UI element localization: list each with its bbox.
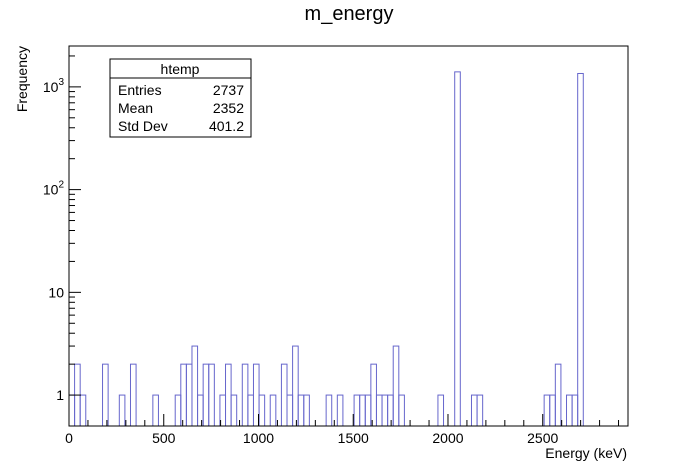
stats-stddev-value: 401.2: [209, 118, 244, 134]
x-tick-label: 0: [65, 430, 73, 446]
stats-mean-label: Mean: [118, 100, 153, 116]
x-tick-label: 1000: [243, 430, 274, 446]
stats-entries-label: Entries: [118, 82, 162, 98]
stats-stddev-label: Std Dev: [118, 118, 168, 134]
stats-box: htemp Entries 2737 Mean 2352 Std Dev 401…: [110, 59, 251, 137]
x-tick-label: 1500: [338, 430, 369, 446]
x-tick-label: 500: [152, 430, 176, 446]
x-axis-title: Energy (keV): [545, 445, 627, 461]
y-tick-label: 1: [56, 387, 64, 403]
y-tick-label: 10: [48, 284, 64, 300]
chart-title: m_energy: [305, 3, 394, 25]
stats-mean-value: 2352: [213, 100, 244, 116]
stats-box-name: htemp: [161, 61, 200, 77]
x-tick-label: 2500: [527, 430, 558, 446]
stats-entries-value: 2737: [213, 82, 244, 98]
x-tick-label: 2000: [432, 430, 463, 446]
y-axis-title: Frequency: [14, 46, 30, 112]
